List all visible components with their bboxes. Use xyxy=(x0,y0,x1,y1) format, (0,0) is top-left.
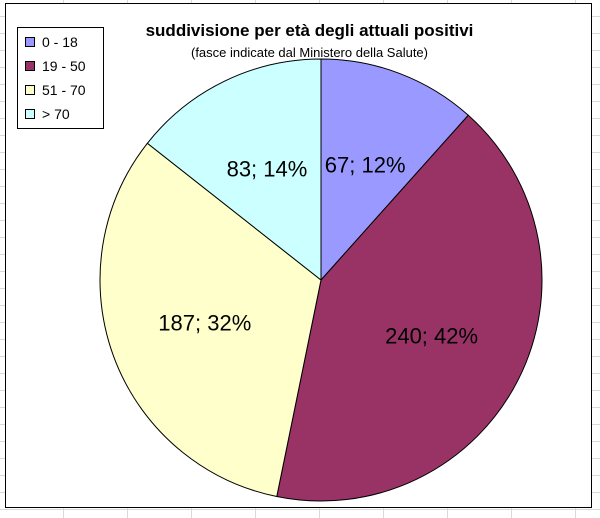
legend-label: 19 - 50 xyxy=(42,58,86,74)
legend-swatch xyxy=(25,85,35,95)
chart-area[interactable]: 67; 12% 240; 42% 187; 32% 83; 14% suddivisi… xyxy=(5,3,592,508)
legend-item: 19 - 50 xyxy=(25,56,86,76)
legend-swatch xyxy=(25,37,35,47)
pie-slice[interactable] xyxy=(276,114,543,502)
legend-item: 0 - 18 xyxy=(25,32,78,52)
legend-swatch xyxy=(25,109,35,119)
chart-title: suddivisione per età degli attuali posit… xyxy=(145,21,474,40)
legend-item: 51 - 70 xyxy=(25,80,86,100)
legend-label: 0 - 18 xyxy=(42,34,78,50)
pie-chart: 67; 12% 240; 42% 187; 32% 83; 14% xyxy=(99,58,543,502)
slice-data-label: 67; 12% xyxy=(325,152,406,177)
legend-swatch xyxy=(25,61,35,71)
slice-data-label: 187; 32% xyxy=(158,311,251,336)
slice-data-label: 83; 14% xyxy=(227,157,308,182)
legend-item: > 70 xyxy=(25,104,70,124)
chart-subtitle: (fasce indicate dal Ministero della Salu… xyxy=(190,45,428,60)
pie-slice[interactable] xyxy=(99,142,322,498)
pie-slice[interactable] xyxy=(146,58,322,282)
legend-label: 51 - 70 xyxy=(42,82,86,98)
legend[interactable]: 0 - 18 19 - 50 51 - 70 > 70 xyxy=(17,27,104,129)
legend-label: > 70 xyxy=(42,106,70,122)
slice-data-label: 240; 42% xyxy=(385,324,478,349)
pie-slice[interactable] xyxy=(320,58,470,282)
